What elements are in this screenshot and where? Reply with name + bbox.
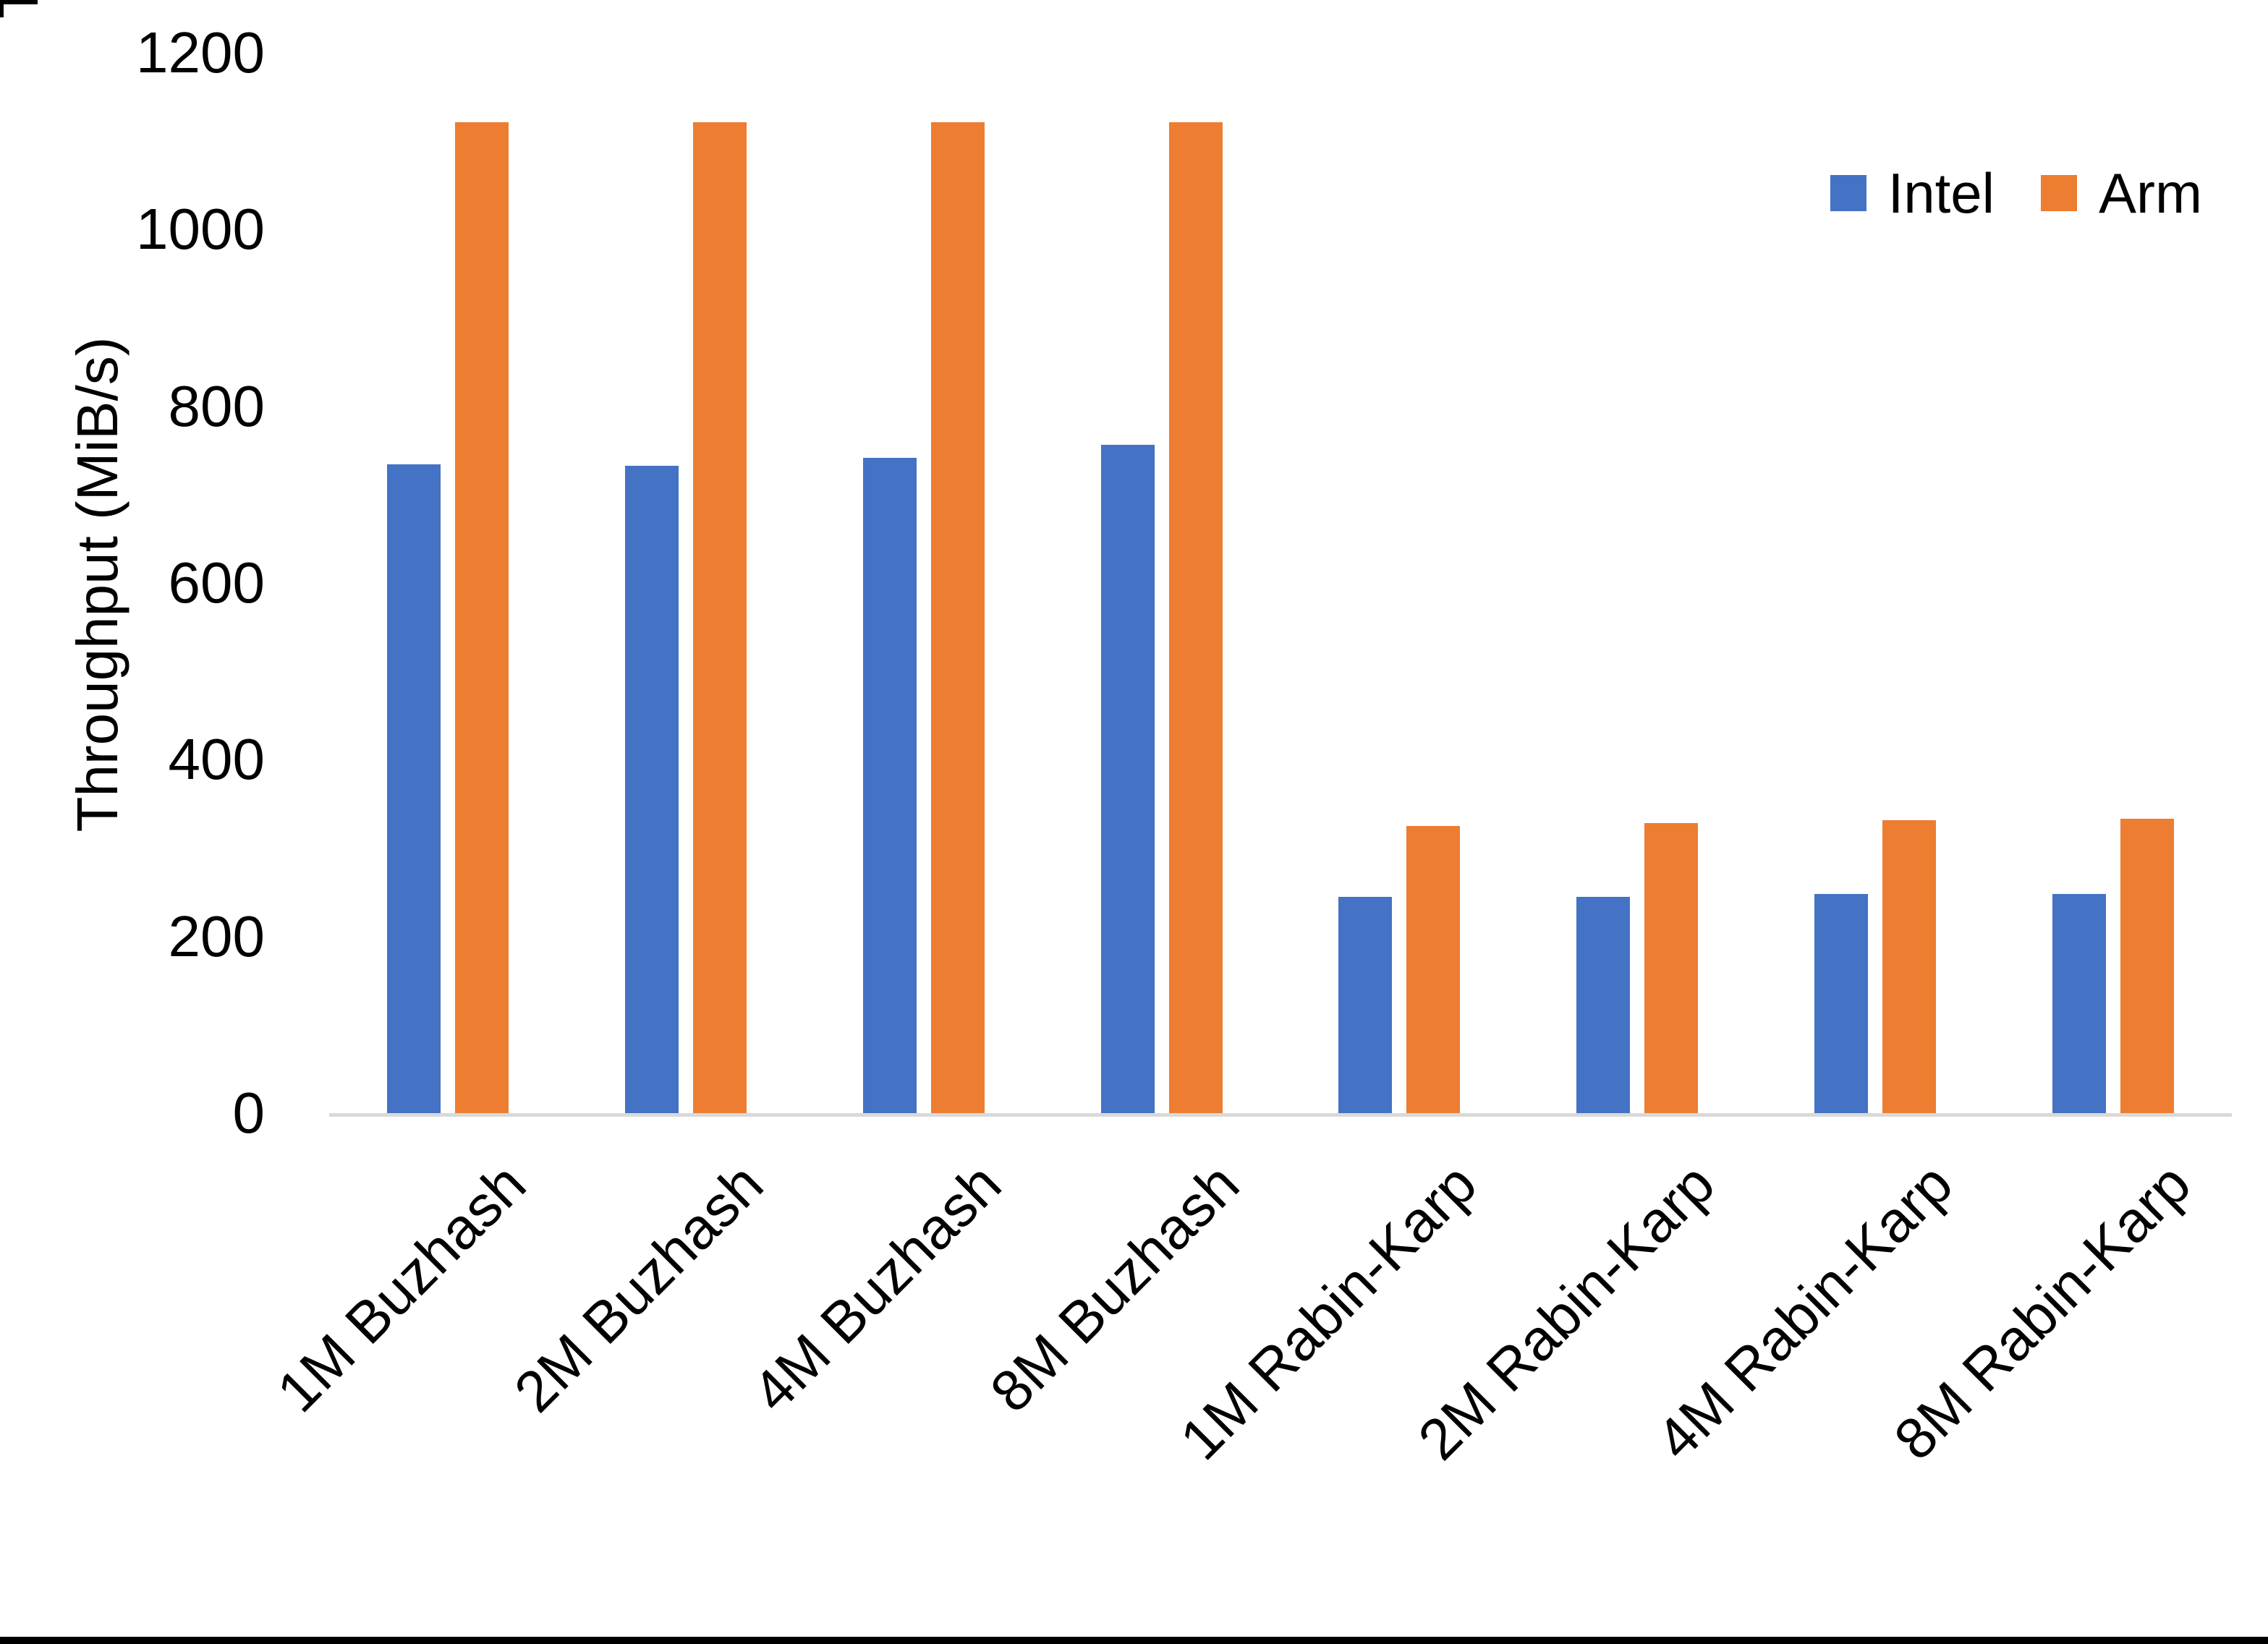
y-tick-label-0: 0 xyxy=(232,1081,266,1146)
bar-arm-2m-buzhash xyxy=(693,122,747,1115)
x-axis-label-4m-buzhash: 4M Buzhash xyxy=(740,1151,1014,1425)
y-tick-label-800: 800 xyxy=(168,373,265,438)
y-tick-label-1000: 1000 xyxy=(136,197,265,262)
legend: Intel Arm xyxy=(1830,165,2202,221)
bar-intel-4m-rabin-karp xyxy=(1814,893,1868,1115)
bar-arm-4m-rabin-karp xyxy=(1882,820,1936,1115)
bar-intel-2m-buzhash xyxy=(625,466,679,1115)
bar-intel-2m-rabin-karp xyxy=(1576,897,1631,1115)
x-axis-label-2m-buzhash: 2M Buzhash xyxy=(502,1151,776,1425)
legend-item-intel: Intel xyxy=(1830,165,1995,221)
y-tick-label-200: 200 xyxy=(168,903,265,968)
bar-intel-1m-buzhash xyxy=(387,464,441,1115)
x-axis-line xyxy=(329,1113,2232,1117)
bottom-border xyxy=(0,1637,2268,1644)
arm-series-swatch xyxy=(2041,175,2078,211)
bar-arm-4m-buzhash xyxy=(930,122,985,1115)
bar-arm-1m-buzhash xyxy=(455,122,509,1115)
top-left-border-artifact xyxy=(0,0,38,4)
bar-arm-8m-buzhash xyxy=(1168,122,1223,1115)
bar-arm-8m-rabin-karp xyxy=(2120,818,2174,1115)
bar-arm-1m-rabin-karp xyxy=(1406,825,1461,1115)
bar-intel-8m-rabin-karp xyxy=(2052,893,2106,1115)
bar-intel-4m-buzhash xyxy=(862,458,917,1115)
top-left-border-artifact-vertical xyxy=(0,0,4,17)
legend-item-arm: Arm xyxy=(2041,165,2202,221)
bar-intel-8m-buzhash xyxy=(1100,444,1155,1115)
y-tick-label-600: 600 xyxy=(168,550,265,616)
legend-label-intel: Intel xyxy=(1887,161,1995,225)
bar-arm-2m-rabin-karp xyxy=(1644,822,1699,1115)
bar-intel-1m-rabin-karp xyxy=(1338,897,1393,1115)
x-axis-label-1m-buzhash: 1M Buzhash xyxy=(264,1151,538,1425)
intel-series-swatch xyxy=(1830,175,1866,211)
y-tick-label-1200: 1200 xyxy=(136,20,265,85)
legend-label-arm: Arm xyxy=(2099,161,2202,225)
y-tick-label-400: 400 xyxy=(168,727,265,792)
